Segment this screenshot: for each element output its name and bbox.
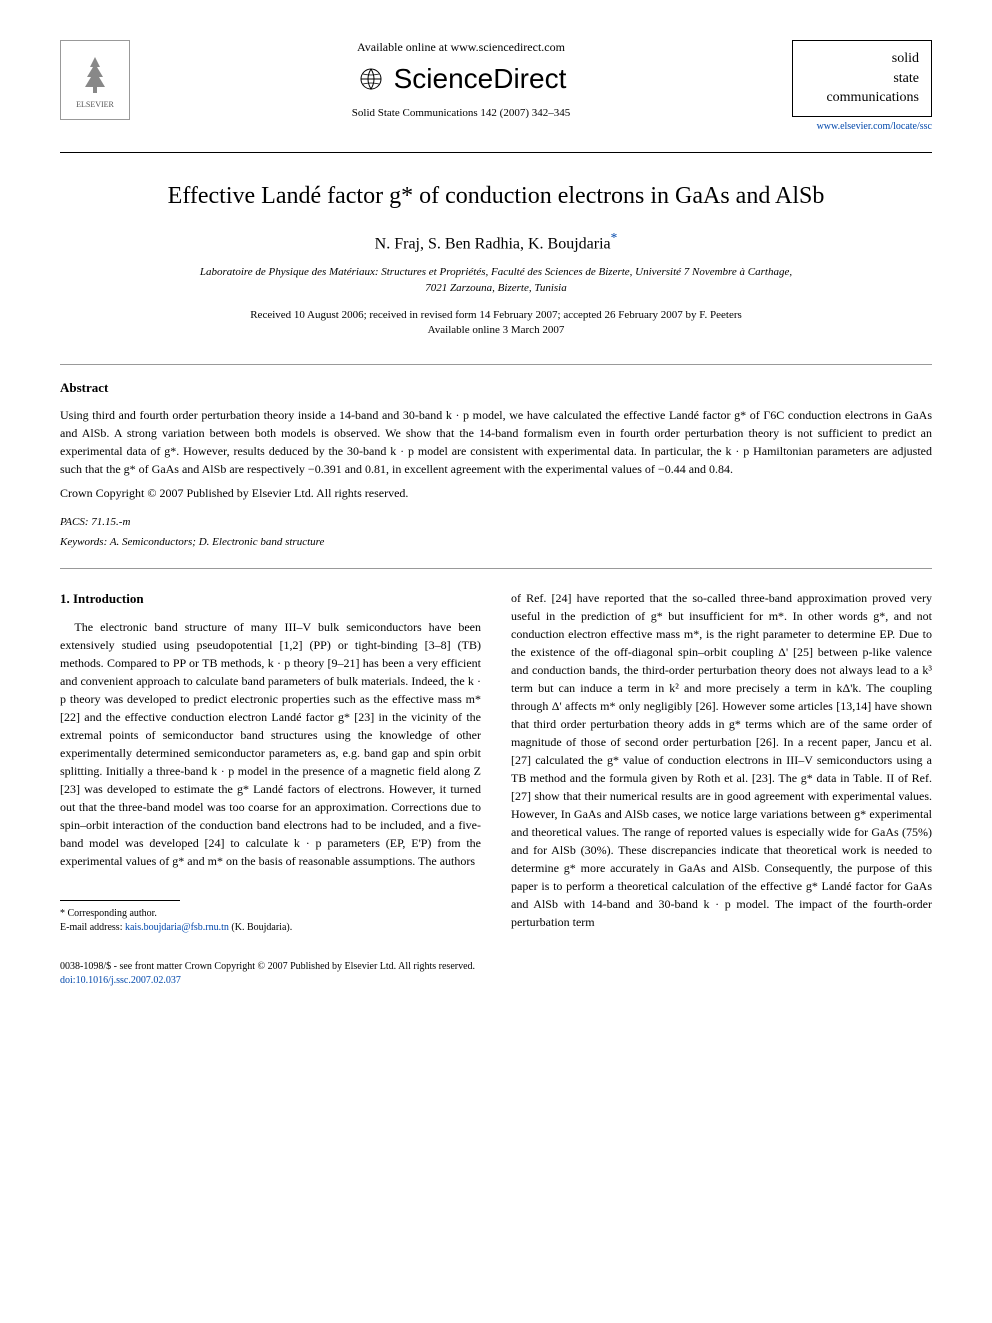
journal-box-wrapper: solid state communications www.elsevier.… bbox=[792, 40, 932, 132]
email-footnote: E-mail address: kais.boujdaria@fsb.rnu.t… bbox=[60, 921, 481, 935]
keywords-line: Keywords: A. Semiconductors; D. Electron… bbox=[60, 536, 932, 548]
intro-paragraph-left: The electronic band structure of many II… bbox=[60, 618, 481, 870]
author-names: N. Fraj, S. Ben Radhia, K. Boujdaria bbox=[375, 235, 611, 252]
abstract-copyright: Crown Copyright © 2007 Published by Else… bbox=[60, 486, 932, 501]
pacs-line: PACS: 71.15.-m bbox=[60, 516, 932, 528]
sciencedirect-logo: ScienceDirect bbox=[150, 63, 772, 95]
doi-label: doi: bbox=[60, 975, 76, 986]
footer: 0038-1098/$ - see front matter Crown Cop… bbox=[60, 960, 932, 988]
journal-title-box: solid state communications bbox=[792, 40, 932, 117]
available-online-text: Available online at www.sciencedirect.co… bbox=[150, 40, 772, 55]
doi-link[interactable]: 10.1016/j.ssc.2007.02.037 bbox=[76, 975, 181, 986]
footer-doi-line: doi:10.1016/j.ssc.2007.02.037 bbox=[60, 974, 932, 988]
left-column: 1. Introduction The electronic band stru… bbox=[60, 589, 481, 936]
center-header: Available online at www.sciencedirect.co… bbox=[130, 40, 792, 119]
sciencedirect-icon bbox=[356, 64, 386, 94]
body-columns: 1. Introduction The electronic band stru… bbox=[60, 589, 932, 936]
footnote-divider bbox=[60, 900, 180, 901]
authors-line: N. Fraj, S. Ben Radhia, K. Boujdaria* bbox=[60, 230, 932, 253]
journal-name-line3: communications bbox=[805, 88, 919, 108]
affiliation-line2: 7021 Zarzouna, Bizerte, Tunisia bbox=[60, 281, 932, 296]
journal-name-line1: solid bbox=[805, 49, 919, 69]
abstract-top-divider bbox=[60, 364, 932, 365]
header-divider bbox=[60, 152, 932, 153]
dates-line2: Available online 3 March 2007 bbox=[60, 323, 932, 338]
dates-line1: Received 10 August 2006; received in rev… bbox=[60, 308, 932, 323]
corresponding-author-star: * bbox=[611, 230, 618, 245]
sciencedirect-text: ScienceDirect bbox=[394, 63, 567, 95]
right-column: of Ref. [24] have reported that the so-c… bbox=[511, 589, 932, 936]
abstract-bottom-divider bbox=[60, 568, 932, 569]
article-dates: Received 10 August 2006; received in rev… bbox=[60, 308, 932, 339]
abstract-text: Using third and fourth order perturbatio… bbox=[60, 406, 932, 478]
corresponding-footnote: * Corresponding author. bbox=[60, 907, 481, 921]
journal-reference: Solid State Communications 142 (2007) 34… bbox=[150, 107, 772, 119]
abstract-heading: Abstract bbox=[60, 380, 932, 396]
elsevier-label: ELSEVIER bbox=[76, 100, 114, 109]
pacs-label: PACS: bbox=[60, 516, 89, 528]
pacs-value: 71.15.-m bbox=[91, 516, 130, 528]
keywords-label: Keywords: bbox=[60, 536, 107, 548]
email-suffix: (K. Boujdaria). bbox=[231, 922, 292, 933]
email-label: E-mail address: bbox=[60, 922, 122, 933]
footer-copyright: 0038-1098/$ - see front matter Crown Cop… bbox=[60, 960, 932, 974]
elsevier-tree-icon bbox=[75, 52, 115, 97]
affiliation-line1: Laboratoire de Physique des Matériaux: S… bbox=[60, 265, 932, 280]
affiliation: Laboratoire de Physique des Matériaux: S… bbox=[60, 265, 932, 296]
journal-website-link[interactable]: www.elsevier.com/locate/ssc bbox=[792, 121, 932, 132]
elsevier-logo: ELSEVIER bbox=[60, 40, 130, 120]
header-row: ELSEVIER Available online at www.science… bbox=[60, 40, 932, 132]
intro-paragraph-right: of Ref. [24] have reported that the so-c… bbox=[511, 589, 932, 931]
title-text: Effective Landé factor g* of conduction … bbox=[168, 183, 825, 209]
email-link[interactable]: kais.boujdaria@fsb.rnu.tn bbox=[125, 922, 229, 933]
keywords-value: A. Semiconductors; D. Electronic band st… bbox=[110, 536, 325, 548]
introduction-heading: 1. Introduction bbox=[60, 589, 481, 609]
article-title: Effective Landé factor g* of conduction … bbox=[60, 183, 932, 210]
journal-name-line2: state bbox=[805, 69, 919, 89]
